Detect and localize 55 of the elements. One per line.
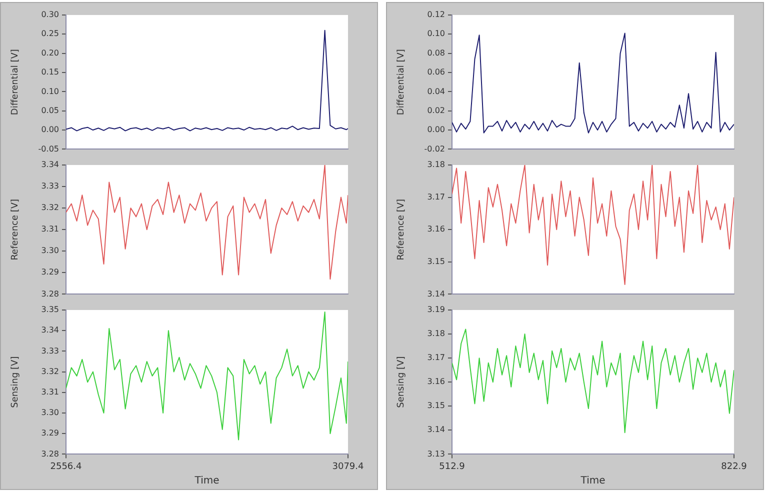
y-tick-label: 3.14	[427, 425, 445, 434]
x-tick-label: 2556.4	[50, 462, 82, 472]
y-axis-title: Sensing [V]	[396, 356, 407, 408]
x-tick-label: 3079.4	[332, 462, 364, 472]
y-tick-label: 3.31	[41, 387, 59, 396]
y-tick-label: 3.15	[427, 256, 445, 266]
y-tick-label: 0.10	[41, 86, 59, 96]
y-tick-label: 0.06	[427, 68, 445, 77]
y-tick-label: 3.28	[41, 449, 59, 458]
x-axis-title: Time	[194, 476, 220, 487]
y-tick-label: 3.18	[427, 329, 445, 338]
y-tick-label: 3.34	[41, 326, 59, 335]
y-tick-label: 0.00	[41, 125, 59, 134]
y-tick-label: 0.20	[41, 48, 59, 58]
y-tick-label: 3.18	[427, 160, 445, 170]
y-tick-label: 0.00	[427, 125, 445, 134]
y-tick-label: 3.35	[41, 305, 59, 314]
y-tick-label: 3.29	[41, 428, 59, 438]
y-tick-label: 0.25	[41, 29, 59, 38]
x-tick-label: 512.9	[439, 462, 466, 472]
y-tick-label: 3.19	[427, 305, 445, 314]
y-tick-label: 0.02	[427, 106, 445, 115]
x-axis-title: Time	[580, 476, 606, 487]
y-axis-title: Differential [V]	[10, 49, 21, 116]
y-tick-label: 3.33	[41, 346, 59, 356]
y-tick-label: 3.13	[427, 449, 445, 458]
y-tick-label: 3.29	[41, 268, 59, 277]
y-tick-label: 0.08	[427, 48, 445, 58]
y-tick-label: 3.14	[427, 289, 445, 298]
y-tick-label: 3.32	[41, 366, 59, 376]
y-tick-label: 3.16	[427, 224, 445, 234]
y-tick-label: 3.28	[41, 289, 59, 298]
y-tick-label: 3.17	[427, 192, 445, 202]
y-tick-label: 3.32	[41, 203, 59, 212]
y-tick-label: 0.12	[427, 10, 445, 20]
y-tick-label: -0.05	[38, 144, 59, 154]
y-tick-label: 0.10	[427, 29, 445, 38]
y-tick-label: 3.30	[41, 408, 59, 418]
y-tick-label: 3.17	[427, 353, 445, 362]
y-axis-title: Reference [V]	[10, 198, 21, 260]
y-tick-label: 3.15	[427, 401, 445, 410]
y-tick-label: 3.30	[41, 246, 59, 256]
y-axis-title: Differential [V]	[396, 49, 407, 116]
y-axis-title: Reference [V]	[396, 198, 407, 260]
y-tick-label: 0.30	[41, 10, 59, 20]
y-tick-label: -0.02	[424, 144, 445, 154]
x-tick-label: 822.9	[721, 462, 748, 472]
y-tick-label: 0.05	[41, 106, 59, 115]
y-tick-label: 3.33	[41, 182, 59, 191]
y-tick-label: 3.31	[41, 224, 59, 234]
y-tick-label: 0.04	[427, 86, 445, 96]
y-tick-label: 3.16	[427, 377, 445, 386]
y-tick-label: 0.15	[41, 68, 59, 77]
y-axis-title: Sensing [V]	[10, 356, 21, 408]
y-tick-label: 3.34	[41, 160, 59, 170]
